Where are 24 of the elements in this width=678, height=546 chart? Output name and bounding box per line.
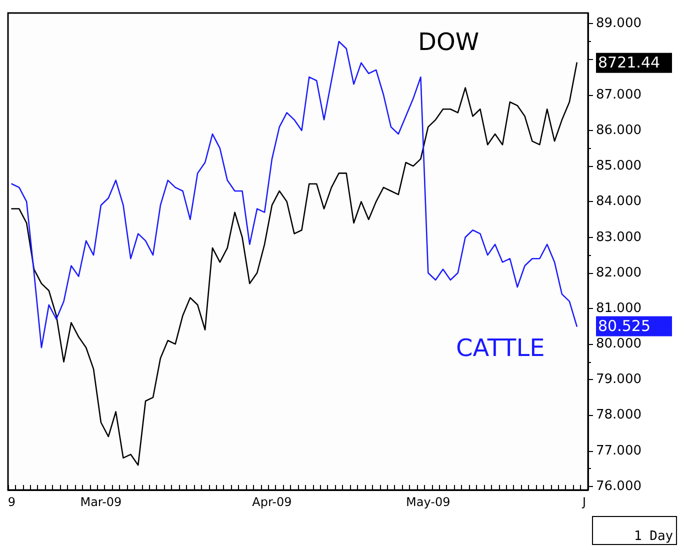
y-tick-label: 86.000 [596, 122, 642, 138]
x-tick-label: Apr-09 [252, 495, 292, 509]
y-tick-label: 89.000 [596, 16, 642, 32]
x-tick-label: Mar-09 [80, 495, 122, 509]
line-series [11, 62, 578, 466]
y-tick-label: 85.000 [596, 158, 642, 174]
text: 1 Day [634, 529, 674, 544]
x-tick-label: May-09 [406, 495, 450, 509]
text: 80.525 [598, 316, 650, 335]
series-label: CATTLE [456, 334, 545, 362]
y-tick-label: 83.000 [596, 230, 642, 245]
text: 8721.44 [598, 53, 660, 72]
y-tick-label: 82.000 [596, 265, 642, 280]
y-tick-label: 76.000 [596, 478, 642, 494]
x-tick-label: J [582, 495, 586, 509]
y-tick-label: 78.000 [596, 408, 642, 423]
y-tick-label: 81.000 [596, 300, 642, 316]
x-tick-label: 9 [8, 495, 16, 509]
y-tick-label: 80.000 [596, 336, 642, 352]
y-tick-label: 79.000 [596, 372, 642, 388]
y-tick-label: 87.000 [596, 87, 642, 102]
series-label: DOW [418, 28, 480, 56]
y-tick-label: 84.000 [596, 194, 642, 210]
y-tick-label: 77.000 [596, 443, 642, 458]
